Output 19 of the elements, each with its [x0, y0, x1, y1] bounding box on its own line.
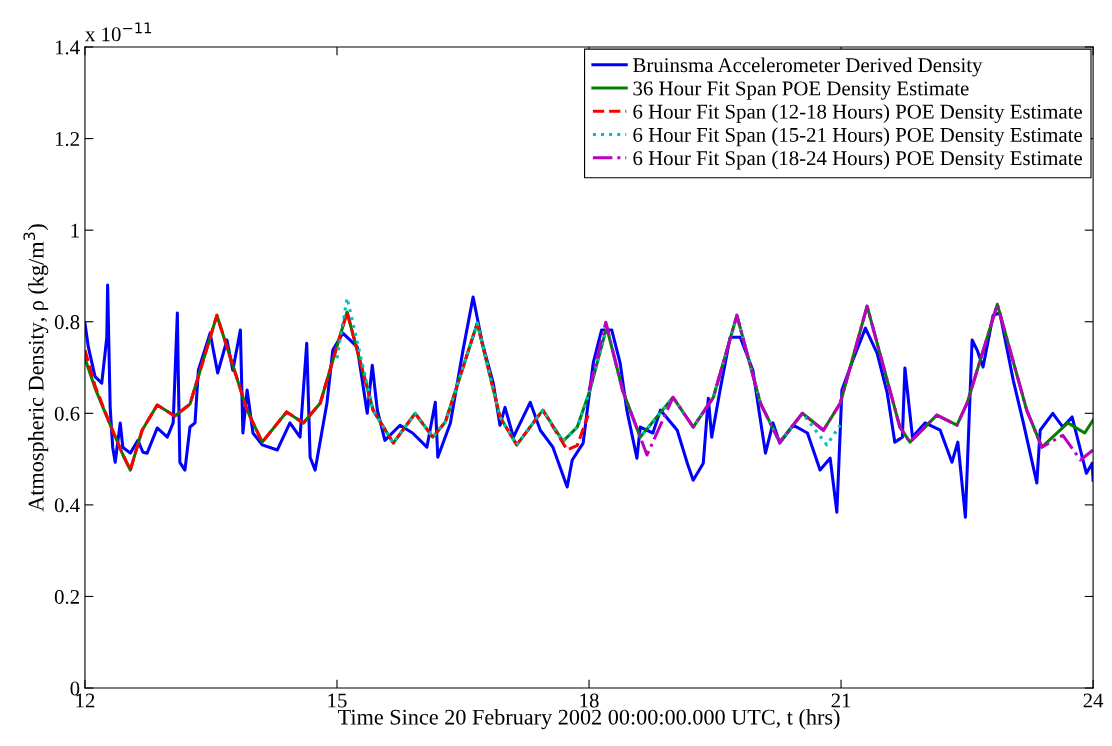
y-axis-title: Atmospheric Density, ρ (kg/m$^{3}$): [23, 224, 49, 512]
x-tick-label: 15: [328, 693, 347, 708]
y-tick-label: 0.8: [54, 315, 80, 330]
legend-label: 36 Hour Fit Span POE Density Estimate: [633, 81, 969, 100]
y-tick-label: 1.4: [55, 40, 80, 55]
legend-label: 6 Hour Fit Span (15-21 Hours) POE Density Estimate: [633, 127, 1082, 147]
x-axis-title: Time Since 20 February 2002 00:00:00.000 UTC, t (hrs): [338, 709, 840, 730]
x-tick-label: 21: [831, 693, 851, 708]
y-tick-label: 1.2: [55, 132, 79, 147]
legend-label: 6 Hour Fit Span (12-18 Hours) POE Density Estimate: [633, 104, 1082, 123]
y-tick-label: 0.4: [54, 498, 80, 513]
y-tick-label: 0.6: [54, 406, 80, 421]
y-tick-label: 1: [71, 223, 79, 238]
legend-label: 6 Hour Fit Span (18-24 Hours) POE Density Estimate: [633, 150, 1082, 170]
x-tick-label: 24: [1083, 693, 1104, 708]
x-tick-label: 18: [580, 693, 599, 708]
legend-label: Bruinsma Accelerometer Derived Density: [633, 57, 983, 77]
y-tick-label: 0.2: [54, 589, 79, 604]
text: x 10$^{−11}$: [85, 22, 152, 42]
